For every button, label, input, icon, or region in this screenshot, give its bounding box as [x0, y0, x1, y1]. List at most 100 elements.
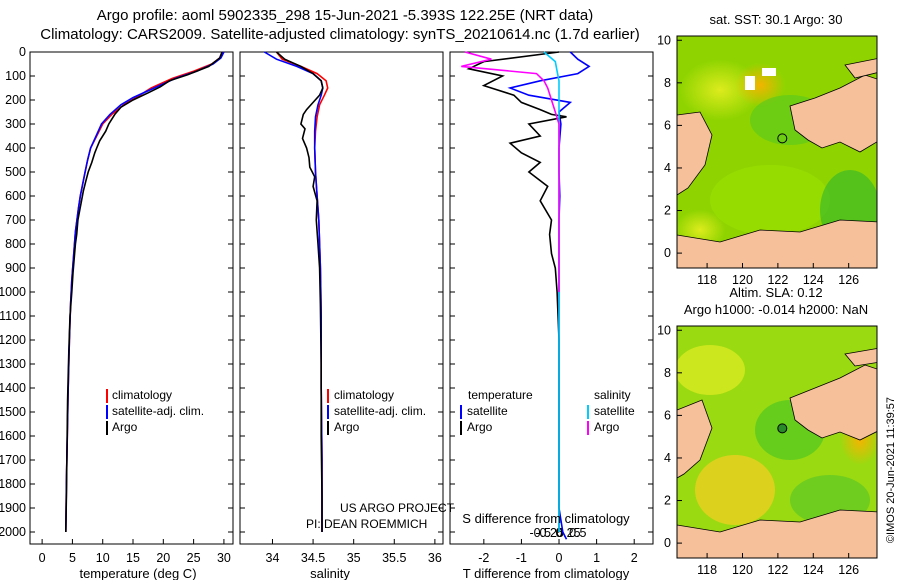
t-difference-xlabel: T difference from climatology: [463, 566, 630, 580]
sla-map-field: [677, 326, 877, 558]
y-tick-label: 1900: [0, 501, 26, 515]
y-tick-label: 1100: [0, 309, 26, 323]
map-y-tick-label: 4: [664, 161, 671, 175]
difference-axes-box: [449, 51, 654, 545]
map-x-tick-label: 126: [838, 273, 859, 287]
series-climatology: [65, 51, 223, 533]
map-x-tick-label: 126: [838, 563, 859, 577]
salinity-axes-box: [239, 51, 444, 545]
x-tick-label: 1: [593, 551, 600, 565]
map-y-tick-label: 6: [664, 118, 671, 132]
sst-map-title: sat. SST: 30.1 Argo: 30: [710, 12, 843, 27]
y-tick-label: 2000: [0, 525, 26, 539]
temperature-axes-box: [29, 51, 234, 545]
map-y-tick-label: 10: [657, 33, 671, 47]
temperature-panel: 0100200300400500600700800900100011001200…: [0, 45, 234, 580]
legend-argo: Argo: [112, 420, 138, 434]
x-tick-label: 0: [39, 551, 46, 565]
x-tick-label: 36: [428, 551, 442, 565]
sst-map-panel: sat. SST: 30.1 Argo: 30: [657, 12, 878, 287]
map-y-tick-label: 4: [664, 451, 671, 465]
y-tick-label: 1000: [0, 285, 26, 299]
legend-satellite: satellite-adj. clim.: [112, 404, 204, 418]
salinity-panel: 34 34.5 35 35.5 36 salinity climatology sate…: [239, 51, 455, 580]
x-tick-label: 35: [347, 551, 361, 565]
series-s-satellite: [543, 51, 560, 532]
land-sulawesi: [677, 219, 877, 268]
sst-map-frame: [676, 35, 878, 269]
legend-s-argo: Argo: [594, 420, 620, 434]
legend-climatology: climatology: [334, 388, 394, 402]
legend-climatology: climatology: [112, 388, 172, 402]
y-tick-label: 100: [5, 69, 26, 83]
y-tick-label: 1300: [0, 357, 26, 371]
legend-t-satellite: satellite: [467, 404, 508, 418]
map-y-tick-label: 2: [664, 494, 671, 508]
y-tick-label: 500: [5, 165, 26, 179]
map-y-tick-label: 2: [664, 204, 671, 218]
land-mindanao-west: [677, 111, 713, 196]
s-x-tick-label: 0.5: [569, 526, 586, 540]
x-tick-label: 34: [266, 551, 280, 565]
x-tick-label: 15: [126, 551, 140, 565]
x-tick-label: 20: [156, 551, 170, 565]
land-mindanao: [789, 74, 877, 153]
missing-data-patch: [745, 76, 755, 90]
missing-data-patch: [762, 68, 776, 76]
x-tick-label: 34.5: [301, 551, 325, 565]
y-tick-label: 1800: [0, 477, 26, 491]
map-x-tick-label: 118: [697, 563, 717, 577]
series-s-argo: [461, 51, 560, 292]
y-tick-label: 600: [5, 189, 26, 203]
series-satellite-adj-clim-: [65, 51, 225, 533]
y-tick-label: 1500: [0, 405, 26, 419]
temperature-xlabel: temperature (deg C): [79, 566, 196, 580]
x-tick-label: 30: [217, 551, 231, 565]
land-islands-north: [844, 348, 877, 367]
s-x-tick-label: -0.5: [529, 526, 551, 540]
map-y-tick-label: 0: [664, 536, 671, 550]
y-tick-label: 300: [5, 117, 26, 131]
argo-position-marker: [777, 133, 788, 144]
legend-t-argo: Argo: [467, 420, 493, 434]
map-x-tick-label: 118: [697, 273, 717, 287]
y-tick-label: 1200: [0, 333, 26, 347]
map-x-tick-label: 122: [767, 563, 788, 577]
y-tick-label: 1400: [0, 381, 26, 395]
x-tick-label: 0: [556, 551, 563, 565]
map-x-tick-label: 124: [803, 273, 824, 287]
land-sulawesi: [677, 509, 877, 558]
y-tick-label: 700: [5, 213, 26, 227]
y-tick-label: 0: [19, 45, 26, 59]
x-tick-label: -1: [516, 551, 527, 565]
x-tick-label: -2: [478, 551, 489, 565]
map-x-tick-label: 124: [803, 563, 824, 577]
map-y-tick-label: 0: [664, 246, 671, 260]
imos-credit: ©IMOS 20-Jun-2021 11:39:57: [885, 397, 897, 543]
legend-argo: Argo: [334, 420, 360, 434]
s-difference-xlabel: S difference from climatology: [462, 511, 630, 526]
y-tick-label: 900: [5, 261, 26, 275]
project-annotation: US ARGO PROJECT: [340, 501, 455, 515]
temperature-legend: climatology satellite-adj. clim. Argo: [106, 388, 204, 435]
sla-map-subtitle: Argo h1000: -0.014 h2000: NaN: [684, 302, 868, 317]
legend-salinity-header: salinity: [594, 388, 631, 402]
argo-position-marker: [777, 423, 788, 434]
land-islands-north: [844, 58, 877, 79]
map-y-tick-label: 6: [664, 408, 671, 422]
series-t-satellite: [507, 51, 591, 540]
x-tick-label: 25: [187, 551, 201, 565]
y-tick-label: 1700: [0, 453, 26, 467]
series-satellite-adj-clim-: [263, 51, 324, 532]
sst-map-field: [677, 36, 877, 268]
series-argo: [275, 51, 324, 532]
pi-annotation: PI: DEAN ROEMMICH: [306, 517, 427, 531]
y-tick-label: 200: [5, 93, 26, 107]
difference-legend: temperature salinity satellite Argo sate…: [460, 388, 635, 435]
s-x-tick-label: -0.25: [535, 526, 564, 540]
map-x-tick-label: 122: [767, 273, 788, 287]
legend-s-satellite: satellite: [594, 404, 635, 418]
map-y-tick-label: 10: [657, 323, 671, 337]
